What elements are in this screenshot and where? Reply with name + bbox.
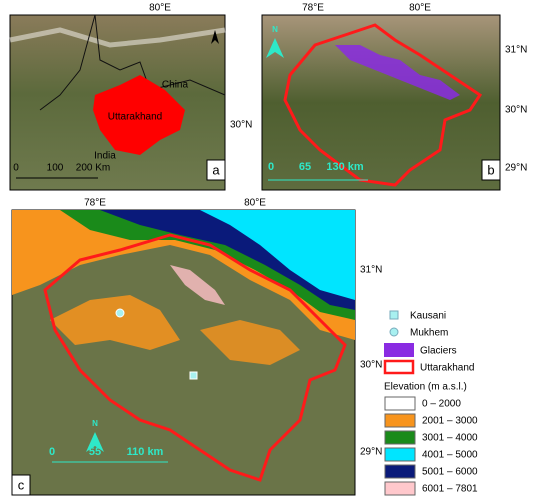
lon-label: 80°E [149,3,171,14]
legend-swatch [384,413,416,428]
legend-label: 5001 – 6000 [422,467,478,478]
uttarakhand-boundary [283,23,483,187]
lat-label: 30°N [360,360,382,371]
scale-label: 110 km [127,446,164,458]
scale-label: 55 [89,446,101,458]
uttarakhand-boundary [43,233,347,482]
legend-label: Kausani [410,311,446,322]
legend-symbol [384,343,414,357]
scale-label: 130 km [326,161,364,173]
lon-label: 80°E [409,3,431,14]
elevation-4001-5000 [200,210,355,300]
legend-label: Glaciers [420,346,457,357]
legend-swatch [384,447,416,462]
lon-label: 78°E [84,198,106,209]
panel-c: 78°E 80°E 31°N 30°N 29°N N 0 55 110 km c [11,198,382,496]
scale-label: 0 [13,163,19,174]
legend-label: 3001 – 4000 [422,433,478,444]
panel-label: b [487,162,494,177]
panel-label: c [18,477,25,492]
north-arrow [211,30,219,44]
legend-swatch [384,430,416,445]
border [94,14,226,96]
lat-label: 31°N [360,265,382,276]
lon-label: 80°E [244,198,266,209]
north-label: N [92,419,98,428]
lat-label: 31°N [505,45,527,56]
elevation-6001-7801 [170,265,225,305]
north-arrow [86,432,104,452]
label-box [481,159,501,181]
scale-label: 0 [49,446,55,458]
legend-label: 6001 – 7801 [422,484,478,495]
scale-label: 0 [268,161,274,173]
lat-label: 30°N [505,105,527,116]
legend-symbol [389,327,399,337]
legend-label: 2001 – 3000 [422,416,478,427]
glaciers [335,45,460,100]
scale-label: 100 [47,163,64,174]
snow-ridge [9,27,226,48]
north-label: N [272,25,278,34]
lon-label: 78°E [302,3,324,14]
legend-label: 0 – 2000 [422,399,461,410]
legend-title: Elevation (m a.s.l.) [384,382,467,393]
north-arrow [266,38,284,58]
elevation-2001-3000 [50,295,180,350]
label-box [206,159,226,181]
uttarakhand-area [93,75,185,155]
place-label: India [94,151,116,162]
place-label: Uttarakhand [108,112,162,123]
legend-swatch [384,481,416,496]
kausani-marker [189,371,198,380]
legend: Kausani Mukhem Glaciers Uttarakhand Elev… [383,310,478,496]
scale-label: 200 Km [76,163,110,174]
panel-label: a [212,162,220,177]
lat-label: 30°N [230,120,252,131]
legend-label: Mukhem [410,328,448,339]
scale-label: 65 [299,161,311,173]
legend-symbol [389,310,399,320]
legend-swatch [384,464,416,479]
legend-symbol [383,359,415,375]
panel-a: 80°E 30°N China Uttarakhand India 0 100 … [9,3,252,191]
lat-label: 29°N [505,163,527,174]
map-background [261,14,501,191]
elevation-2001-3000 [200,320,300,365]
legend-swatch [384,396,416,411]
mukhem-marker [115,308,125,318]
elevation-classes: 0 – 2000 2001 – 3000 3001 – 4000 4001 – 500… [384,396,478,496]
panel-b: 78°E 80°E 31°N 30°N 29°N N 0 65 130 km b [261,3,527,191]
lat-label: 29°N [360,447,382,458]
legend-label: 4001 – 5000 [422,450,478,461]
place-label: China [162,80,189,91]
legend-label: Uttarakhand [420,363,474,374]
border [39,14,96,111]
label-box [11,474,31,496]
